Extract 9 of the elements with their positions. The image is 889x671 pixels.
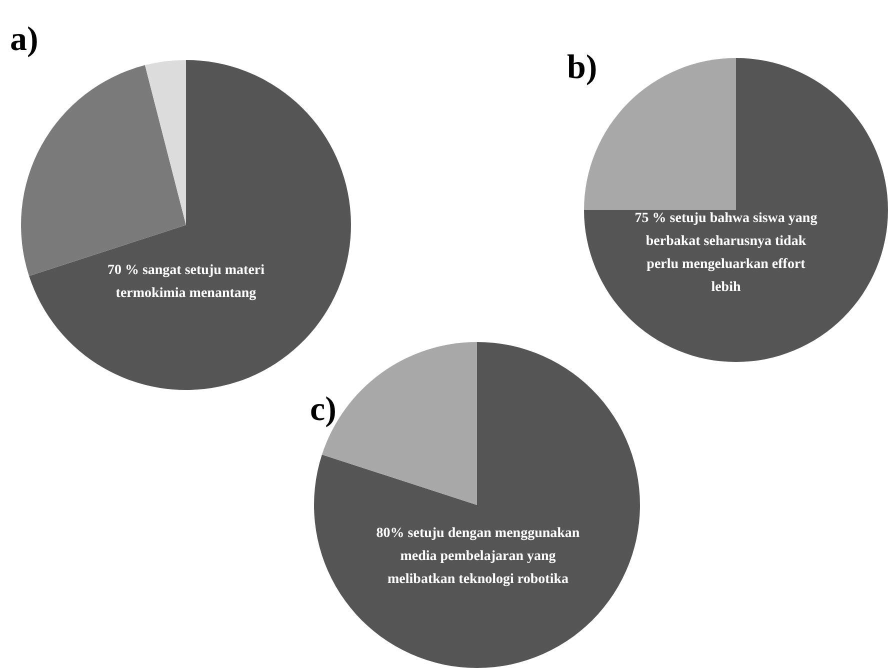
text: 80% setuju dengan menggunakan media pembelajaran yang melibatkan teknologi robotika <box>376 526 580 587</box>
pie-slice <box>29 60 351 390</box>
text: c) <box>310 391 336 428</box>
text: 75 % setuju bahwa siswa yang berbakat seharusnya tidak perlu mengeluarkan effort lebih <box>634 211 818 295</box>
chart-title: b) <box>567 49 598 86</box>
pie-slice <box>144 60 186 225</box>
text: 70 % sangat setuju materi termokimia menantang <box>107 263 265 301</box>
pie-slice <box>21 65 186 276</box>
chart-title: a) <box>10 21 38 58</box>
